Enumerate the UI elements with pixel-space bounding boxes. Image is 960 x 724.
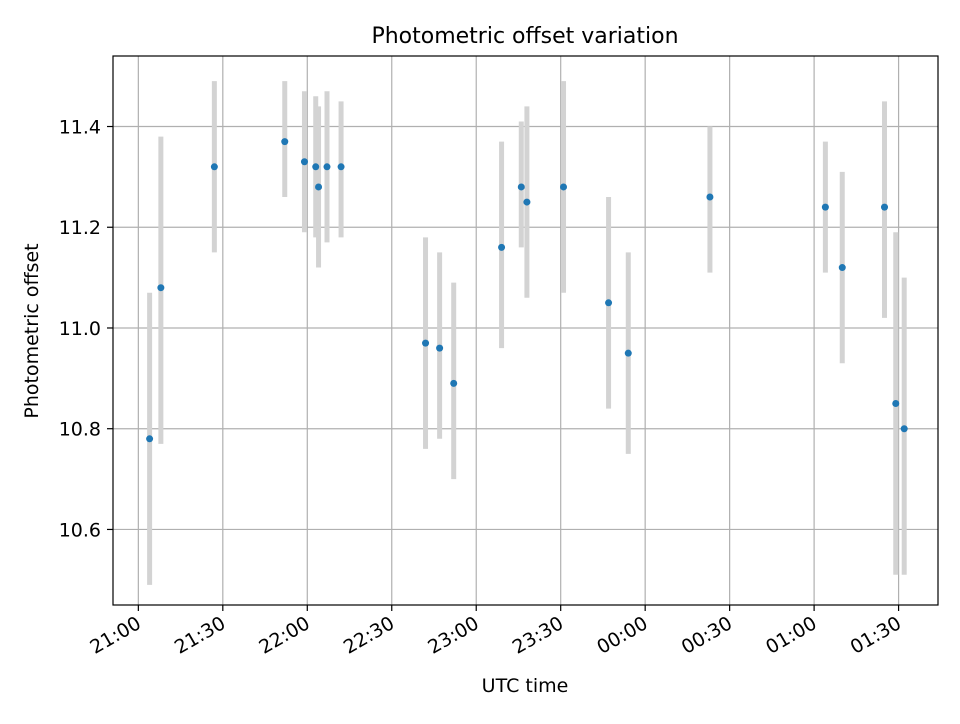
- data-point: [146, 435, 154, 443]
- chart-title: Photometric offset variation: [371, 24, 678, 49]
- data-point: [900, 425, 908, 433]
- data-point: [210, 163, 218, 171]
- y-tick-label: 11.0: [59, 318, 101, 340]
- data-point: [605, 299, 613, 307]
- point-layer: [146, 138, 908, 443]
- data-point: [281, 138, 289, 146]
- plot-frame: [112, 55, 939, 606]
- data-point: [838, 264, 846, 272]
- data-point: [560, 183, 568, 191]
- y-axis-ticks: 10.6 10.8 11.0 11.2 11.4: [59, 117, 113, 541]
- data-point: [821, 203, 829, 211]
- data-point: [436, 344, 444, 352]
- data-point: [157, 284, 165, 292]
- y-tick-label: 11.4: [59, 117, 101, 139]
- y-tick-label: 10.6: [59, 519, 101, 541]
- y-tick-label: 10.8: [59, 419, 101, 441]
- data-point: [498, 243, 506, 251]
- data-point: [337, 163, 345, 171]
- data-point: [422, 339, 430, 347]
- data-point: [450, 379, 458, 387]
- y-tick-label: 11.2: [59, 217, 101, 239]
- data-point: [312, 163, 320, 171]
- data-point: [624, 349, 632, 357]
- data-point: [517, 183, 525, 191]
- data-point: [300, 158, 308, 166]
- data-point: [892, 400, 900, 408]
- y-axis-label: Photometric offset: [21, 243, 43, 418]
- data-point: [323, 163, 331, 171]
- data-point: [523, 198, 531, 206]
- data-point: [315, 183, 323, 191]
- data-point: [706, 193, 714, 201]
- x-axis-label: UTC time: [482, 675, 569, 697]
- data-point: [881, 203, 889, 211]
